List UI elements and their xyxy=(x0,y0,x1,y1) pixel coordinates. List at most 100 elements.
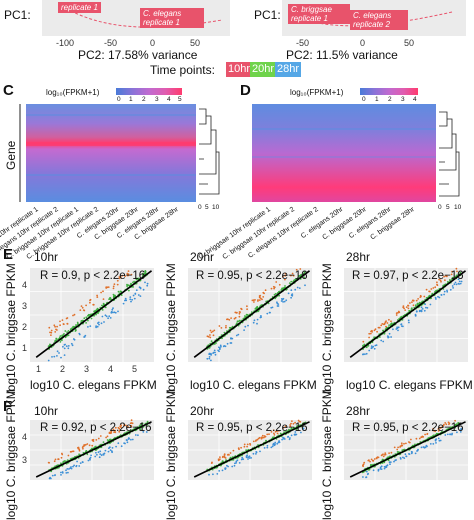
scatter-point xyxy=(130,419,133,422)
scatter-point xyxy=(208,356,211,358)
scatter-point xyxy=(415,304,417,306)
scatter-point xyxy=(238,319,241,322)
scatter-point xyxy=(120,276,122,278)
scatter-point xyxy=(371,346,373,349)
scatter-point xyxy=(86,453,89,456)
scatter-point xyxy=(415,310,418,312)
scatter-point xyxy=(219,344,222,347)
scatter-point xyxy=(219,458,221,460)
scatter-point xyxy=(446,275,448,278)
scatter-point xyxy=(278,294,281,297)
scatter-point xyxy=(63,460,66,462)
scatter-point xyxy=(390,336,392,338)
scatter-point xyxy=(282,301,284,303)
scatter-point xyxy=(225,325,227,327)
scatter-point xyxy=(445,423,448,426)
scatter-point xyxy=(362,353,365,356)
scatter-point xyxy=(217,459,220,462)
scatter-point xyxy=(425,288,428,291)
scatter-point xyxy=(393,446,396,449)
scatter-point xyxy=(285,430,287,433)
scatter-point xyxy=(253,301,255,303)
scatter-point xyxy=(93,446,96,449)
scatter-point xyxy=(104,449,107,452)
scatter-point xyxy=(396,451,399,453)
panel-f-ylabel: log10 C. briggsae FPKM xyxy=(4,389,18,520)
scatter-point xyxy=(133,297,136,300)
scatter-point xyxy=(371,329,373,332)
scatter-point xyxy=(280,300,283,302)
scatter-point xyxy=(116,283,119,286)
scatter-point xyxy=(395,328,398,330)
scatter-point xyxy=(73,464,75,467)
scatter-point xyxy=(234,462,236,465)
scatter-point xyxy=(126,439,128,442)
scatter-point xyxy=(102,441,105,443)
scatter-point xyxy=(112,428,115,431)
scatter-point xyxy=(440,294,443,296)
scatter-point xyxy=(101,304,103,307)
pca-right-label-1: C. briggsae replicate 1 xyxy=(288,4,350,24)
scatter-point xyxy=(374,344,377,347)
scatter-point xyxy=(210,354,213,356)
panel-e-ytick: 2 xyxy=(22,322,28,332)
panel-e-ylabel-3: log10 C. briggsae FPKM xyxy=(320,263,334,394)
scatter-point xyxy=(408,321,410,324)
scatter-point xyxy=(109,446,111,449)
scatter-point xyxy=(243,445,246,448)
panel-f-stat-1: R = 0.92, p < 2.2e−16 xyxy=(40,422,152,434)
scatter-point xyxy=(99,453,102,455)
scatter-f-28hr xyxy=(344,419,468,480)
scatter-point xyxy=(101,309,104,311)
scatter-point xyxy=(283,300,286,303)
scatter-f-20hr xyxy=(188,419,312,480)
scatter-point xyxy=(69,467,72,469)
scatter-point xyxy=(395,314,398,316)
scatter-point xyxy=(429,303,432,306)
scatter-point xyxy=(272,429,275,432)
scatter-point xyxy=(409,302,411,304)
scatter-point xyxy=(444,422,447,424)
scatter-point xyxy=(236,459,239,462)
scatter-point xyxy=(432,443,435,445)
scatter-point xyxy=(96,296,99,298)
scatter-e-10hr xyxy=(30,268,154,362)
scatter-point xyxy=(221,469,224,472)
scatter-point xyxy=(393,460,395,463)
scatter-point xyxy=(124,299,126,302)
scatter-point xyxy=(262,436,265,439)
scatter-point xyxy=(56,350,59,353)
scatter-point xyxy=(290,280,293,283)
scatter-point xyxy=(53,324,56,327)
panel-e-ytick: 3 xyxy=(22,301,28,311)
scatter-point xyxy=(370,458,373,461)
scatter-point xyxy=(443,290,446,293)
scatter-point xyxy=(65,472,68,474)
scatter-point xyxy=(401,449,404,452)
scatter-point xyxy=(368,349,371,352)
scatter-point xyxy=(243,443,246,446)
pca-right-tick: 50 xyxy=(404,38,415,48)
scatter-point xyxy=(240,458,243,461)
scatter-point xyxy=(102,454,105,456)
scatter-point xyxy=(365,476,367,479)
scatter-point xyxy=(443,275,445,278)
scatter-point xyxy=(59,320,61,323)
dendro-tick-c: 5 xyxy=(205,204,209,211)
scatter-point xyxy=(438,426,441,429)
scatter-point xyxy=(408,453,411,455)
legend-tick-c: 2 xyxy=(142,96,146,103)
scatter-point xyxy=(422,446,425,448)
scatter-point xyxy=(144,281,146,284)
scatter-point xyxy=(132,294,135,297)
scatter-point xyxy=(260,436,263,439)
scatter-point xyxy=(122,302,125,305)
panel-e-ytick: 4 xyxy=(22,280,28,290)
scatter-point xyxy=(372,345,375,348)
scatter-point xyxy=(222,455,224,458)
scatter-point xyxy=(277,303,280,305)
scatter-point xyxy=(130,273,133,276)
scatter-point xyxy=(382,340,385,343)
scatter-point xyxy=(114,311,117,314)
panel-e-time-2: 20hr xyxy=(190,250,215,264)
